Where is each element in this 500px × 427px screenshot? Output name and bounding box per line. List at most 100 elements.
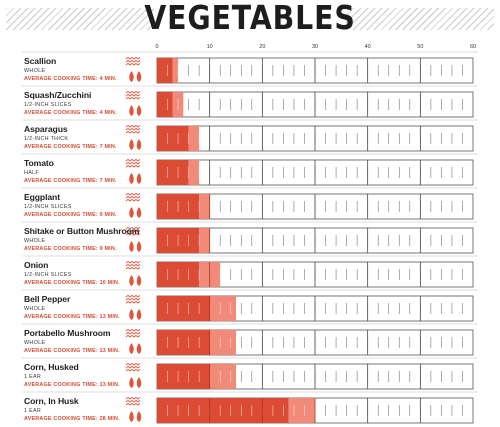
bar-min-fill — [157, 58, 173, 83]
cut-description: 1/2-INCH SLICES — [24, 102, 72, 108]
flame-icon — [129, 139, 134, 150]
flame-icon — [136, 411, 142, 422]
average-cooking-time: AVERAGE COOKING TIME: 13 MIN. — [24, 347, 120, 354]
heat-wave-icon — [125, 300, 141, 304]
flame-icon — [136, 343, 142, 354]
cut-description: 1 EAR — [24, 408, 42, 414]
flame-icon — [136, 207, 142, 218]
vegetable-name: Asparagus — [24, 124, 68, 134]
average-cooking-time: AVERAGE COOKING TIME: 7 MIN. — [24, 177, 117, 184]
vegetable-name: Portabello Mushroom — [24, 328, 111, 338]
row-label: Portabello Mushroom WHOLE AVERAGE COOKING … — [24, 328, 126, 354]
bar-range-fill — [209, 364, 236, 389]
cut-description: 1/2-INCH SLICES — [24, 272, 72, 278]
bar-min-fill — [157, 330, 210, 355]
bar-min-fill — [157, 364, 210, 389]
average-cooking-time: AVERAGE COOKING TIME: 4 MIN. — [24, 109, 117, 116]
heat-wave-icon — [125, 331, 141, 335]
bar-min-fill — [157, 160, 189, 185]
heat-wave-icon — [125, 195, 141, 199]
vegetable-name: Tomato — [24, 158, 54, 168]
heat-wave-icon — [125, 124, 141, 128]
cut-description: 1/2-INCH THICK — [24, 136, 69, 142]
row-label: Corn, Husked 1 EAR AVERAGE COOKING TIME: 1… — [24, 362, 126, 388]
heat-wave-icon — [125, 130, 141, 134]
x-tick-label: 40 — [365, 44, 371, 50]
x-tick-label: 20 — [259, 44, 265, 50]
heat-wave-icon — [125, 294, 141, 298]
flame-icon — [129, 71, 134, 82]
heat-wave-icon — [125, 164, 141, 168]
flame-icon — [136, 105, 142, 116]
x-tick-label: 50 — [417, 44, 423, 50]
page-title: VEGETABLES — [144, 0, 356, 37]
average-cooking-time: AVERAGE COOKING TIME: 7 MIN. — [24, 143, 117, 150]
average-cooking-time: AVERAGE COOKING TIME: 28 MIN. — [24, 415, 120, 422]
vegetable-name: Onion — [24, 260, 49, 270]
heat-wave-icon — [125, 266, 141, 270]
heat-wave-icon — [125, 226, 141, 230]
heat-wave-icon — [125, 396, 141, 400]
vegetable-name: Corn, In Husk — [24, 396, 79, 406]
heat-wave-icon — [125, 229, 141, 233]
heat-wave-icon — [125, 362, 141, 366]
x-tick-label: 60 — [470, 44, 476, 50]
title-banner: VEGETABLES — [0, 0, 500, 40]
x-tick-label: 0 — [155, 44, 158, 50]
bar-min-fill — [157, 398, 289, 423]
flame-icon — [129, 275, 134, 286]
vegetable-name: Bell Pepper — [24, 294, 71, 304]
flame-icon — [129, 343, 134, 354]
heat-wave-icon — [125, 127, 141, 131]
bar-range-fill — [188, 126, 200, 151]
flame-icon — [129, 309, 134, 320]
average-cooking-time: AVERAGE COOKING TIME: 9 MIN. — [24, 211, 117, 218]
heat-wave-icon — [125, 328, 141, 332]
flame-icon — [129, 105, 134, 116]
flame-icon — [136, 275, 142, 286]
cut-description: 1/2-INCH SLICES — [24, 204, 72, 210]
average-cooking-time: AVERAGE COOKING TIME: 13 MIN. — [24, 313, 120, 320]
flame-icon — [136, 241, 142, 252]
average-cooking-time: AVERAGE COOKING TIME: 10 MIN. — [24, 279, 120, 286]
average-cooking-time: AVERAGE COOKING TIME: 4 MIN. — [24, 75, 117, 82]
flame-icon — [129, 411, 134, 422]
bar-min-fill — [157, 296, 210, 321]
row-label: Onion 1/2-INCH SLICES AVERAGE COOKING TIME… — [24, 260, 126, 286]
cut-description: WHOLE — [24, 238, 46, 244]
flame-icon — [136, 377, 142, 388]
heat-wave-icon — [125, 59, 141, 63]
cut-description: 1 EAR — [24, 374, 42, 380]
heat-wave-icon — [125, 260, 141, 264]
flame-icon — [129, 207, 134, 218]
heat-wave-icon — [125, 56, 141, 60]
vegetable-name: Shitake or Button Mushroom — [24, 226, 140, 236]
bar-range-fill — [288, 398, 315, 423]
heat-wave-icon — [125, 263, 141, 267]
average-cooking-time: AVERAGE COOKING TIME: 13 MIN. — [24, 381, 120, 388]
vegetable-name: Corn, Husked — [24, 362, 79, 372]
flame-icon — [129, 173, 134, 184]
bar-range-fill — [209, 296, 236, 321]
bar-min-fill — [157, 126, 189, 151]
heat-wave-icon — [125, 368, 141, 372]
row-label: Scallion WHOLE AVERAGE COOKING TIME: 4 MIN… — [24, 56, 126, 82]
flame-icon — [136, 173, 142, 184]
vegetable-name: Squash/Zucchini — [24, 90, 92, 100]
bar-range-fill — [199, 194, 210, 219]
flame-icon — [136, 139, 142, 150]
row-label: Shitake or Button Mushroom WHOLE AVERAGE C… — [24, 226, 140, 252]
heat-wave-icon — [125, 161, 141, 165]
heat-wave-icon — [125, 62, 141, 66]
row-label: Asparagus 1/2-INCH THICK AVERAGE COOKING T… — [24, 124, 126, 150]
title-hatch-left — [6, 8, 154, 30]
x-tick-label: 30 — [312, 44, 318, 50]
cut-description: WHOLE — [24, 68, 46, 74]
row-label: Eggplant 1/2-INCH SLICES AVERAGE COOKING T… — [24, 192, 126, 218]
heat-wave-icon — [125, 232, 141, 236]
flame-icon — [136, 71, 142, 82]
vegetable-name: Eggplant — [24, 192, 60, 202]
flame-icon — [136, 309, 142, 320]
x-tick-label: 10 — [207, 44, 213, 50]
